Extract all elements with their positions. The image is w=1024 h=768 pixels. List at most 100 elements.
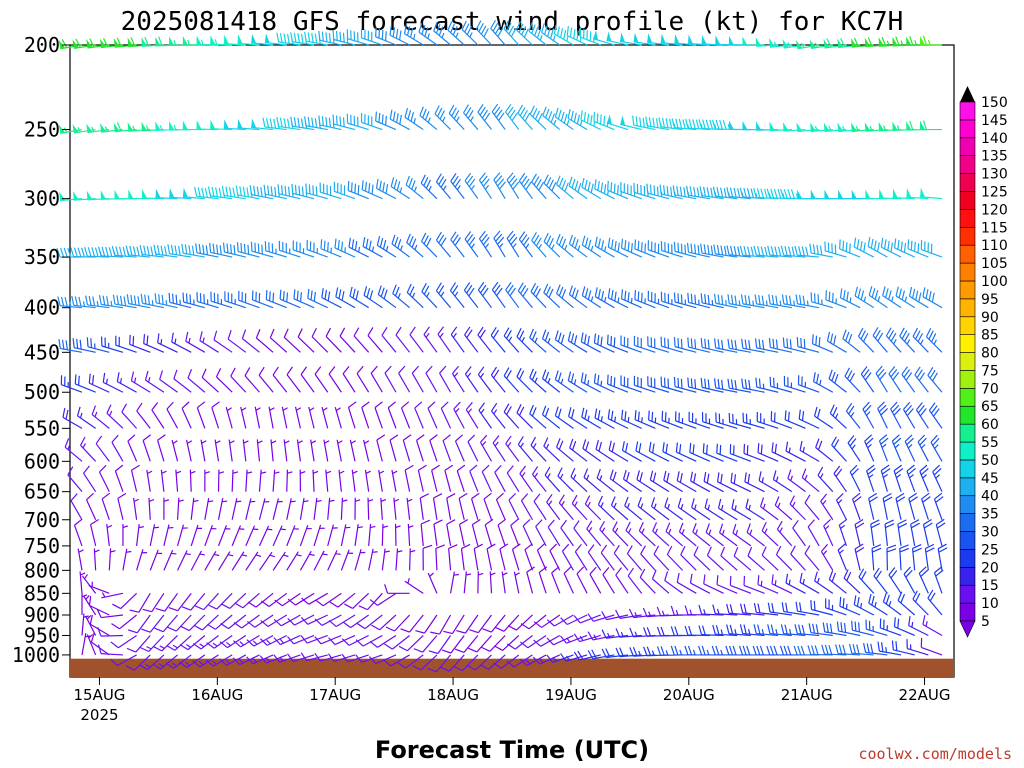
barb-staff <box>811 252 833 258</box>
wind-barb <box>237 34 260 46</box>
barb-flag <box>801 468 807 478</box>
barb-staff <box>490 28 506 46</box>
barb-flag <box>390 177 395 187</box>
barb-flag <box>860 330 866 340</box>
barb-flag <box>90 338 93 348</box>
wind-barb <box>439 365 452 393</box>
wind-barb <box>469 614 493 634</box>
barb-staff <box>375 120 397 131</box>
wind-barb <box>621 409 642 429</box>
wind-barb <box>111 434 124 462</box>
barb-flag <box>731 499 735 509</box>
barb-flag <box>879 371 887 380</box>
barb-pennant <box>606 31 612 42</box>
barb-flag <box>375 27 377 37</box>
barb-flag <box>651 569 657 580</box>
barb-staff <box>306 248 328 258</box>
barb-staff <box>270 439 274 462</box>
barb-staff <box>580 119 601 131</box>
barb-flag <box>888 366 896 375</box>
wind-barb <box>556 233 574 258</box>
barb-flag <box>440 178 447 188</box>
barb-staff <box>579 654 601 661</box>
colorbar-label: 10 <box>981 596 999 612</box>
barb-flag <box>877 332 884 342</box>
barb-staff <box>325 469 329 492</box>
barb-flag <box>636 470 640 480</box>
barb-flag <box>676 185 679 196</box>
barb-flag <box>663 185 666 195</box>
barb-flag <box>422 108 427 119</box>
barb-flag <box>541 23 545 33</box>
barb-half-flag <box>480 408 485 414</box>
barb-flag <box>272 366 279 376</box>
wind-barb <box>269 328 288 353</box>
barb-flag <box>598 441 603 452</box>
barb-staff <box>462 654 479 672</box>
barb-staff <box>444 470 452 492</box>
barb-flag <box>146 245 150 256</box>
colorbar-segment <box>959 137 976 156</box>
barb-flag <box>64 297 68 307</box>
barb-staff <box>797 632 820 637</box>
barb-staff <box>286 469 289 492</box>
barb-flag <box>906 437 915 446</box>
wind-barb <box>607 288 629 309</box>
barb-flag <box>287 617 295 626</box>
barb-staff <box>922 296 943 309</box>
barb-staff <box>308 406 315 429</box>
barb-staff <box>389 439 397 462</box>
barb-flag <box>101 246 106 257</box>
barb-flag <box>503 403 510 413</box>
barb-flag <box>743 187 747 198</box>
barb-pennant <box>687 34 693 44</box>
wind-barb <box>391 469 398 492</box>
barb-flag <box>915 402 923 411</box>
barb-flag <box>787 645 792 656</box>
barb-flag <box>602 566 610 575</box>
barb-flag <box>371 624 380 631</box>
barb-flag <box>440 401 449 409</box>
barb-half-flag <box>494 441 499 447</box>
barb-staff <box>547 526 561 547</box>
barb-half-flag <box>397 550 403 553</box>
barb-half-flag <box>703 609 706 615</box>
barb-flag <box>406 26 411 36</box>
barb-staff <box>516 614 533 631</box>
wind-barb <box>314 614 342 626</box>
wind-barb <box>141 614 165 633</box>
wind-barb <box>136 523 144 546</box>
barb-half-flag <box>837 499 843 504</box>
wind-barb <box>464 366 479 393</box>
barb-flag <box>639 117 642 127</box>
barb-flag <box>532 285 539 295</box>
barb-flag <box>466 25 473 35</box>
barb-pennant <box>782 39 789 48</box>
barb-flag <box>601 611 608 620</box>
barb-flag <box>65 340 69 350</box>
barb-staff <box>483 498 493 520</box>
colorbar-label: 100 <box>981 274 1008 290</box>
wind-barb <box>325 327 342 353</box>
barb-staff <box>825 250 847 258</box>
barb-flag <box>300 33 304 44</box>
barb-staff <box>513 571 520 594</box>
wind-barb <box>741 338 765 353</box>
barb-half-flag <box>160 339 163 345</box>
wind-barb <box>581 286 602 309</box>
wind-barb <box>804 545 820 571</box>
barb-half-flag <box>883 125 887 131</box>
barb-flag <box>168 607 178 612</box>
barb-flag <box>918 292 922 303</box>
barb-half-flag <box>579 120 583 126</box>
barb-flag <box>597 180 600 191</box>
barb-flag <box>855 546 865 553</box>
wind-barb <box>363 439 370 462</box>
wind-barb <box>181 592 206 611</box>
barb-flag <box>576 30 579 41</box>
barb-flag <box>884 239 887 249</box>
wind-barb <box>715 412 738 429</box>
wind-barb <box>381 548 390 571</box>
barb-staff <box>556 446 574 462</box>
wind-barb <box>409 548 416 571</box>
